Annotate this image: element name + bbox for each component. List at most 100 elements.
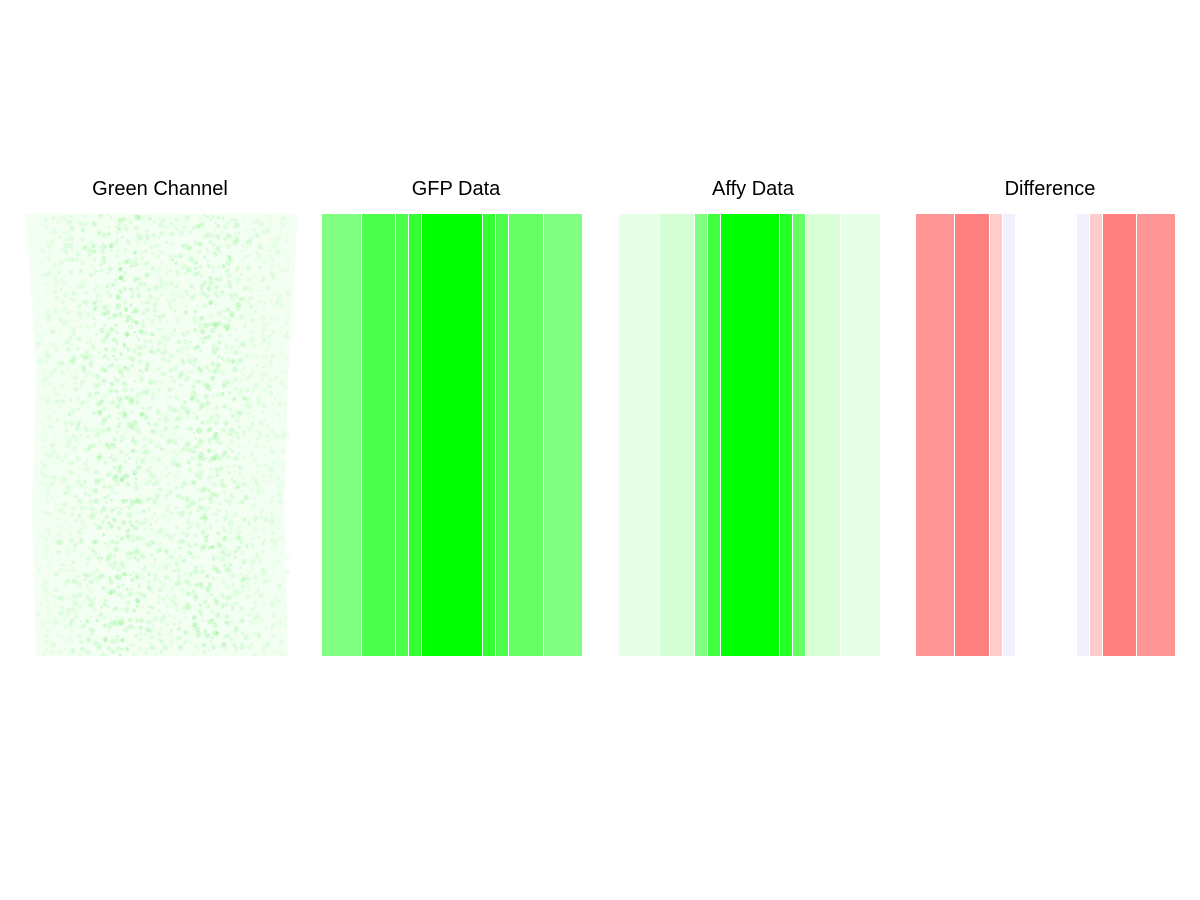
speckle [53, 602, 58, 607]
speckle [104, 245, 108, 249]
speckle [220, 392, 224, 397]
speckle [202, 255, 207, 260]
speckle [163, 550, 169, 555]
speckle [169, 254, 173, 258]
speckle [105, 542, 112, 549]
speckle [113, 553, 117, 556]
speckle [230, 358, 236, 365]
speckle [42, 473, 49, 480]
speckle [69, 617, 75, 623]
speckle [156, 550, 159, 553]
speckle [138, 431, 142, 435]
speckle [239, 550, 244, 555]
speckle [171, 450, 176, 454]
speckle [157, 517, 160, 520]
speckle [201, 642, 206, 648]
speckle [154, 444, 159, 449]
speckle [128, 324, 134, 330]
speckle [245, 330, 247, 332]
speckle [114, 637, 120, 644]
speckle [132, 472, 136, 476]
speckle [193, 240, 199, 246]
speckle [256, 493, 259, 496]
speckle [152, 616, 159, 622]
speckle [117, 620, 124, 626]
speckle [234, 377, 238, 381]
speckle [119, 449, 124, 455]
speckle [281, 435, 284, 438]
speckle [160, 251, 165, 256]
speckle [232, 435, 235, 438]
speckle [202, 544, 207, 548]
speckle [237, 411, 243, 417]
speckle [193, 260, 199, 266]
speckle [210, 618, 215, 623]
speckle [69, 621, 73, 625]
speckle [199, 369, 203, 373]
speckle [128, 399, 135, 406]
difference-heatmap [916, 214, 1175, 656]
speckle [104, 309, 111, 316]
speckle [150, 430, 155, 435]
speckle [64, 452, 66, 454]
speckle [186, 460, 191, 465]
speckle [123, 607, 130, 613]
speckle [193, 309, 197, 314]
speckle [51, 388, 56, 393]
speckle [85, 562, 89, 567]
speckle [242, 496, 248, 502]
speckle [109, 484, 115, 491]
speckle [253, 259, 257, 263]
speckle [211, 554, 216, 559]
speckle [68, 537, 75, 544]
speckle [259, 512, 263, 516]
speckle [255, 251, 258, 254]
speckle [88, 499, 94, 505]
speckle [45, 288, 48, 292]
speckle [268, 474, 272, 478]
speckle [153, 573, 158, 578]
speckle [103, 313, 108, 317]
speckle [77, 303, 82, 309]
speckle [57, 361, 61, 365]
speckle [151, 504, 154, 507]
speckle [114, 377, 121, 384]
speckle [104, 347, 109, 352]
speckle [135, 232, 141, 238]
speckle [178, 512, 185, 519]
speckle [278, 330, 282, 334]
speckle [72, 561, 76, 565]
speckle [145, 392, 149, 396]
speckle [196, 487, 201, 492]
speckle [208, 275, 211, 279]
speckle [150, 266, 156, 272]
speckle [217, 333, 223, 339]
speckle [269, 492, 271, 494]
speckle [198, 216, 203, 222]
speckle [250, 642, 254, 647]
speckle [151, 302, 158, 308]
speckle [82, 279, 87, 284]
speckle [222, 596, 226, 599]
speckle [198, 366, 201, 370]
speckle [131, 448, 138, 455]
speckle [58, 537, 63, 542]
speckle [177, 448, 183, 454]
speckle [115, 404, 120, 409]
speckle [201, 595, 204, 598]
speckle [174, 602, 179, 608]
speckle [166, 532, 170, 536]
speckle [64, 237, 69, 243]
speckle [258, 257, 262, 261]
speckle [58, 507, 64, 514]
speckle [269, 385, 273, 390]
speckle [265, 424, 271, 430]
speckle [236, 295, 239, 299]
speckle [50, 328, 56, 335]
speckle [84, 475, 87, 478]
speckle [173, 581, 180, 587]
speckle [213, 420, 219, 426]
speckle [84, 419, 87, 422]
speckle [272, 303, 278, 309]
speckle [110, 498, 114, 502]
